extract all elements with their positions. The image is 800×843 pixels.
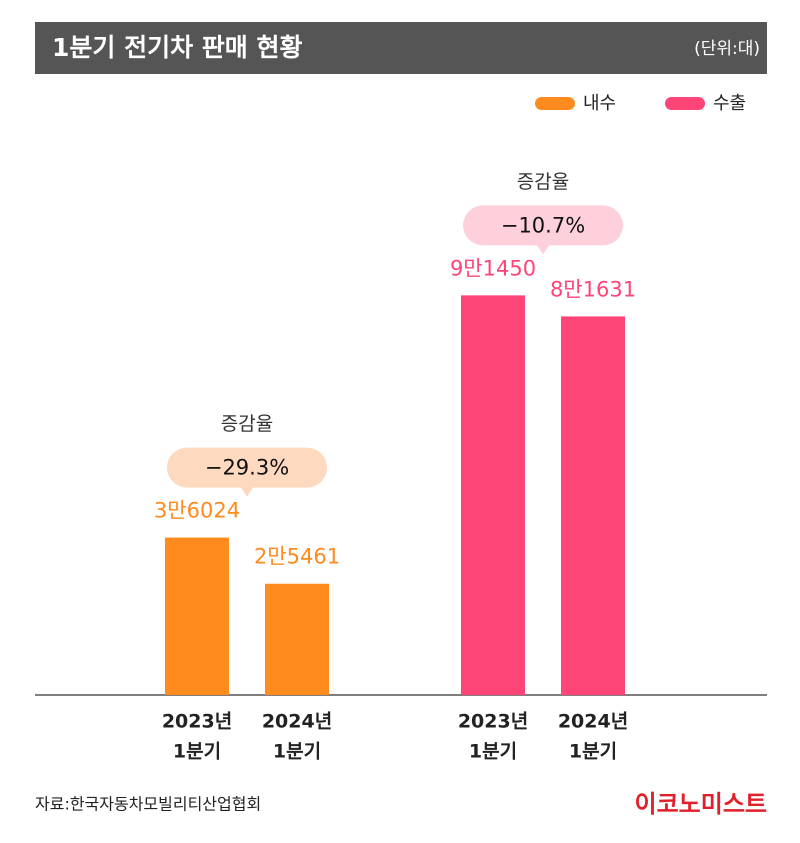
x-tick-label: 1분기 xyxy=(173,741,221,763)
x-tick-label: 2023년 xyxy=(162,711,232,733)
change-title: 증감율 xyxy=(517,171,569,193)
change-title: 증감율 xyxy=(221,413,273,435)
legend-label: 수출 xyxy=(713,93,746,114)
legend-swatch xyxy=(665,97,705,110)
chart-title: 1분기 전기차 판매 현황 xyxy=(52,33,303,62)
bar xyxy=(561,316,625,695)
x-tick-label: 1분기 xyxy=(273,741,321,763)
brand: 이코노미스트 xyxy=(635,790,767,818)
change-label: −29.3% xyxy=(205,456,289,480)
value-label: 8만1631 xyxy=(550,277,636,301)
bar xyxy=(461,295,525,695)
legend-label: 내수 xyxy=(583,93,616,114)
unit: (단위:대) xyxy=(694,39,760,59)
bubble xyxy=(463,205,623,255)
x-tick-label: 2024년 xyxy=(262,711,332,733)
x-tick-label: 1분기 xyxy=(469,741,517,763)
legend-swatch xyxy=(535,97,575,110)
value-label: 9만1450 xyxy=(450,256,536,280)
value-label: 2만5461 xyxy=(254,545,340,569)
x-tick-label: 2024년 xyxy=(558,711,628,733)
bar xyxy=(165,537,229,695)
title-bar xyxy=(35,22,767,74)
change-label: −10.7% xyxy=(501,213,585,237)
x-tick-label: 2023년 xyxy=(458,711,528,733)
bar xyxy=(265,583,329,695)
x-tick-label: 1분기 xyxy=(569,741,617,763)
value-label: 3만6024 xyxy=(154,499,240,523)
bubble xyxy=(167,447,327,497)
source: 자료:한국자동차모빌리티산업협회 xyxy=(35,795,261,814)
